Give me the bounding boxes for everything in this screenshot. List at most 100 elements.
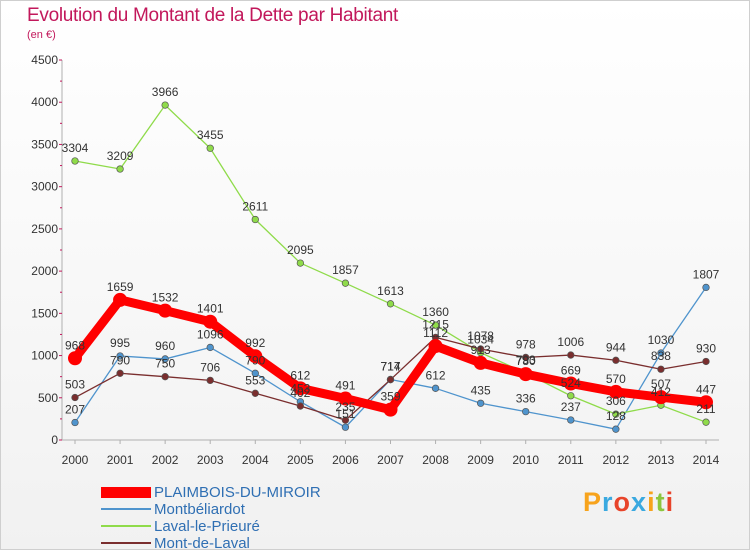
data-point bbox=[338, 391, 353, 406]
data-point bbox=[702, 418, 710, 426]
data-label: 838 bbox=[651, 349, 671, 363]
y-tick-label: 3500 bbox=[31, 137, 58, 151]
data-point bbox=[612, 425, 620, 433]
x-tick-label: 2014 bbox=[693, 453, 720, 467]
data-label: 992 bbox=[245, 336, 265, 350]
data-label: 507 bbox=[651, 377, 671, 391]
data-label: 1006 bbox=[557, 335, 584, 349]
chart-title: Evolution du Montant de la Dette par Hab… bbox=[27, 5, 398, 26]
data-label: 306 bbox=[606, 394, 626, 408]
x-tick-label: 2007 bbox=[377, 453, 404, 467]
data-label: 3966 bbox=[152, 85, 179, 99]
y-tick-label: 2000 bbox=[31, 264, 58, 278]
data-point bbox=[473, 355, 488, 370]
data-label: 913 bbox=[471, 343, 491, 357]
data-label: 1401 bbox=[197, 302, 224, 316]
chart-subtitle: (en €) bbox=[27, 29, 56, 41]
data-label: 930 bbox=[696, 341, 716, 355]
data-point bbox=[653, 390, 668, 405]
x-tick-label: 2013 bbox=[648, 453, 675, 467]
x-tick-label: 2005 bbox=[287, 453, 314, 467]
data-label: 2095 bbox=[287, 243, 314, 257]
data-label: 790 bbox=[110, 353, 130, 367]
data-label: 491 bbox=[335, 379, 355, 393]
data-point bbox=[341, 279, 350, 287]
data-label: 447 bbox=[696, 382, 716, 396]
y-tick-label: 1500 bbox=[31, 306, 58, 320]
legend-label: Mont-de-Laval bbox=[154, 535, 250, 552]
data-label: 612 bbox=[426, 368, 446, 382]
data-label: 1034 bbox=[467, 333, 494, 347]
data-label: 750 bbox=[155, 357, 175, 371]
data-point bbox=[296, 402, 305, 410]
data-point bbox=[68, 351, 82, 366]
data-label: 960 bbox=[155, 339, 175, 353]
data-point bbox=[341, 423, 350, 431]
legend-swatch bbox=[101, 525, 151, 527]
y-tick-label: 2500 bbox=[31, 222, 58, 236]
data-label: 435 bbox=[471, 383, 491, 397]
data-point bbox=[158, 303, 173, 318]
y-tick-label: 4000 bbox=[31, 95, 58, 109]
data-point bbox=[386, 376, 395, 384]
x-tick-label: 2009 bbox=[467, 453, 494, 467]
data-label: 402 bbox=[290, 386, 310, 400]
data-label: 503 bbox=[65, 378, 85, 392]
data-point bbox=[251, 215, 259, 224]
legend-swatch bbox=[101, 542, 151, 544]
x-tick-label: 2004 bbox=[242, 453, 269, 467]
data-point bbox=[522, 407, 530, 416]
data-point bbox=[206, 376, 214, 385]
data-label: 790 bbox=[245, 353, 265, 367]
data-point bbox=[116, 352, 124, 360]
data-point bbox=[203, 314, 218, 329]
data-point bbox=[71, 393, 79, 402]
data-point bbox=[431, 321, 440, 329]
data-point bbox=[567, 416, 575, 424]
data-label: 1613 bbox=[377, 284, 404, 298]
data-label: 669 bbox=[561, 364, 581, 378]
legend-label: Montbéliardot bbox=[154, 501, 245, 518]
data-label: 706 bbox=[200, 360, 220, 374]
data-label: 1659 bbox=[107, 280, 134, 294]
brand-letter: i bbox=[647, 487, 656, 517]
data-label: 237 bbox=[561, 400, 581, 414]
data-point bbox=[608, 384, 623, 399]
x-tick-label: 2002 bbox=[152, 453, 179, 467]
legend-label: PLAIMBOIS-DU-MIROIR bbox=[154, 484, 321, 501]
data-point bbox=[251, 389, 259, 397]
data-point bbox=[657, 365, 665, 373]
y-tick-label: 3000 bbox=[31, 180, 58, 194]
data-point bbox=[386, 300, 395, 308]
data-label: 235 bbox=[335, 400, 355, 414]
data-point bbox=[431, 384, 440, 392]
data-label: 1360 bbox=[422, 305, 449, 319]
data-label: 944 bbox=[606, 340, 626, 354]
data-point bbox=[612, 410, 620, 418]
data-point bbox=[476, 345, 485, 353]
data-label: 336 bbox=[516, 392, 536, 406]
x-tick-label: 2011 bbox=[558, 453, 584, 467]
data-point bbox=[116, 369, 124, 377]
data-point bbox=[428, 339, 443, 354]
data-point bbox=[113, 292, 128, 307]
data-label: 3455 bbox=[197, 128, 224, 142]
data-label: 793 bbox=[516, 353, 536, 367]
data-label: 968 bbox=[65, 338, 85, 352]
data-point bbox=[206, 144, 214, 152]
data-label: 978 bbox=[516, 337, 536, 351]
data-point bbox=[476, 399, 485, 407]
data-point bbox=[567, 351, 575, 359]
data-label: 1078 bbox=[467, 329, 494, 343]
legend-label: Laval-le-Prieuré bbox=[154, 518, 260, 535]
data-point bbox=[657, 349, 665, 357]
brand-letter: x bbox=[631, 487, 648, 517]
data-label: 1030 bbox=[648, 333, 675, 347]
data-label: 412 bbox=[651, 385, 671, 399]
legend-item: Montbéliardot bbox=[101, 501, 361, 518]
x-tick-label: 2008 bbox=[422, 453, 449, 467]
data-point bbox=[116, 165, 124, 173]
data-label: 211 bbox=[696, 402, 715, 416]
brand-letter: r bbox=[602, 487, 614, 517]
data-label: 3304 bbox=[62, 141, 89, 155]
